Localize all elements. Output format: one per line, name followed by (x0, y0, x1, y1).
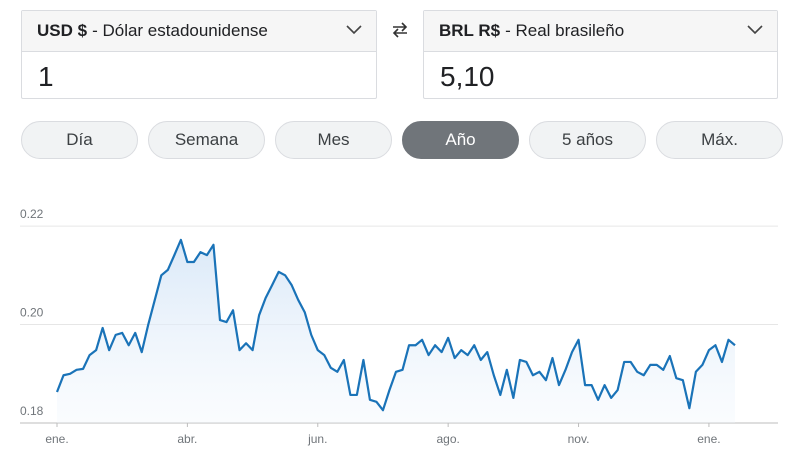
swap-icon[interactable] (390, 20, 410, 40)
chart: 0.18 0.20 0.22 ene. abr. jun. ago. nov. ene. (20, 207, 778, 446)
range-button[interactable]: Mes (275, 121, 392, 159)
area (57, 239, 735, 423)
range-button[interactable]: Semana (148, 121, 265, 159)
dropdown-icon (747, 25, 763, 35)
x-tick-label: ene. (45, 432, 68, 446)
x-tick-label: jun. (307, 432, 327, 446)
currency-name: - Dólar estadounidense (92, 21, 268, 40)
range-button[interactable]: Año (402, 121, 519, 159)
from-currency: USD $ - Dólar estadounidense 1 (21, 10, 377, 99)
line (55, 238, 736, 412)
x-tick-label: ago. (436, 432, 459, 446)
y-tick-label: 0.22 (20, 207, 44, 221)
range-button[interactable]: Máx. (656, 121, 783, 159)
y-tick-label: 0.18 (20, 404, 44, 418)
range-button[interactable]: 5 años (529, 121, 646, 159)
y-tick-label: 0.20 (20, 306, 44, 320)
amount-output[interactable]: 5,10 (440, 61, 495, 92)
x-tick-label: ene. (697, 432, 720, 446)
x-tick-label: nov. (568, 432, 590, 446)
amount-input[interactable]: 1 (38, 61, 54, 92)
from-selector[interactable]: USD $ - Dólar estadounidense (22, 11, 376, 52)
range-button[interactable]: Día (21, 121, 138, 159)
currency-name: - Real brasileño (505, 21, 625, 40)
dropdown-icon (346, 25, 362, 35)
currency-code: BRL R$ (439, 21, 501, 40)
currency-code: USD $ (37, 21, 88, 40)
x-tick-label: abr. (177, 432, 197, 446)
to-currency: BRL R$ - Real brasileño 5,10 (423, 10, 778, 99)
to-selector[interactable]: BRL R$ - Real brasileño (424, 11, 777, 52)
